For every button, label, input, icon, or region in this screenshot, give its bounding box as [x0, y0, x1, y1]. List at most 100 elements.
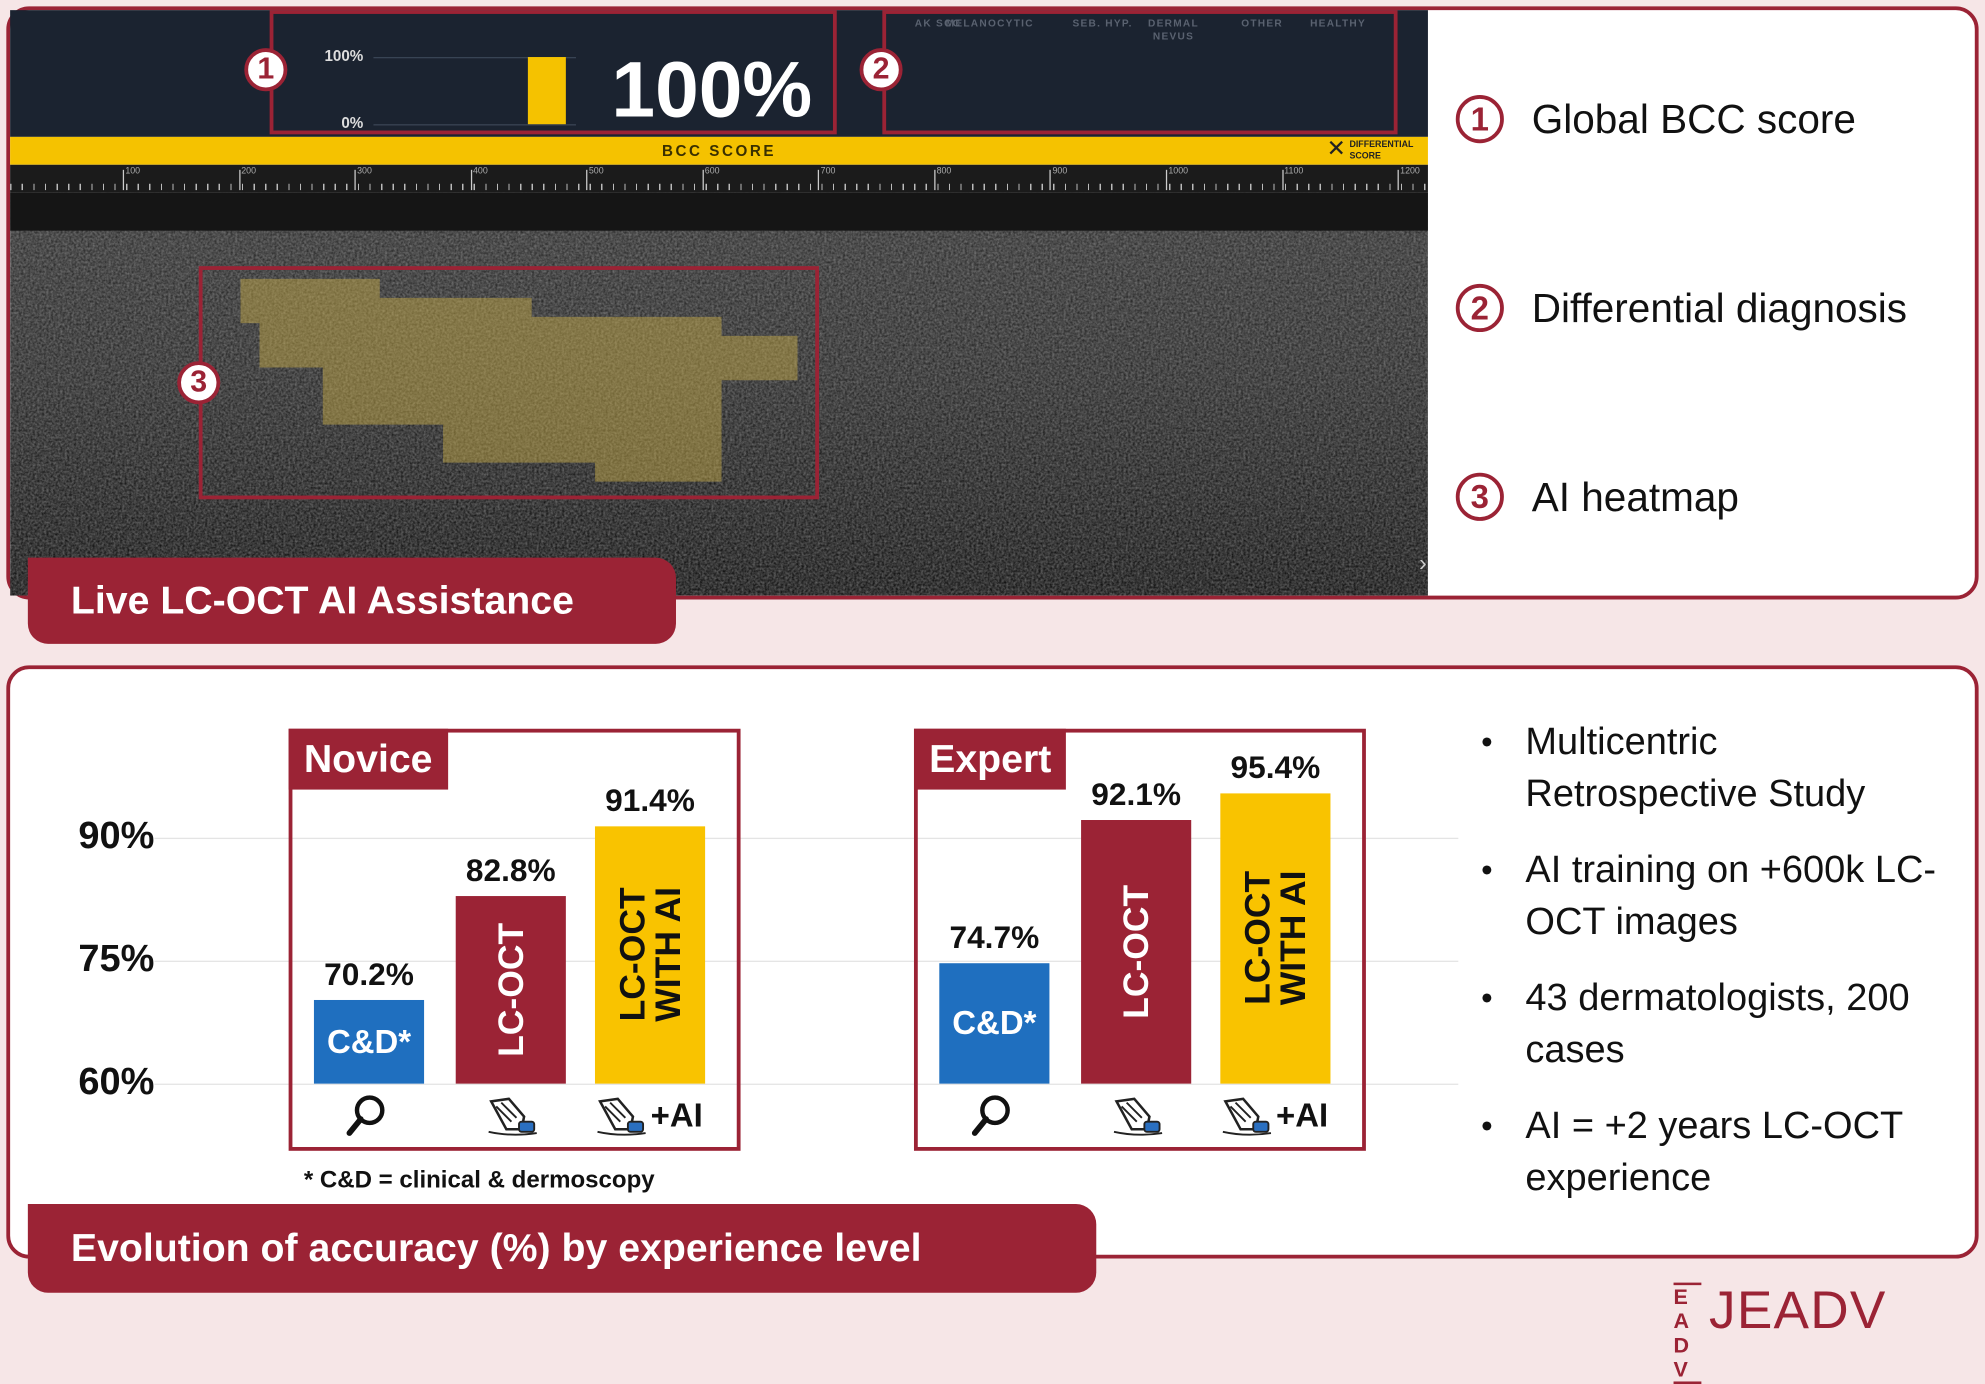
marker: 2: [859, 48, 903, 92]
panel-box: [288, 728, 741, 1151]
grid-line: [154, 960, 1459, 962]
score-value: 100%: [611, 46, 813, 135]
value-label: 82.8%: [465, 853, 556, 889]
category-icon: +AI: [595, 1092, 703, 1138]
legend-marker: 3: [1455, 472, 1504, 521]
bar-label: LC-OCT WITH AI: [612, 887, 687, 1023]
score-bar-label: BCC SCORE: [662, 141, 776, 160]
gauge: 100% 0% 100%: [270, 10, 837, 134]
bar: [313, 999, 425, 1084]
y-tick-label: 75%: [78, 937, 155, 980]
ruler-label: 700: [820, 167, 836, 177]
value-label: 92.1%: [1091, 777, 1182, 813]
ruler-label: 1100: [1284, 167, 1304, 177]
panel-title: Expert: [913, 728, 1067, 790]
marker: 1: [244, 48, 288, 92]
ruler-label: 1200: [1400, 167, 1420, 177]
toggle-label: DIFFERENTIAL SCORE: [1349, 140, 1414, 161]
ruler-label: 100: [125, 167, 141, 177]
next-arrow: ›: [1419, 549, 1427, 575]
ruler-tick: [1397, 169, 1399, 191]
ruler: 100 200 300 400 500 600 700 800 900 1000 1100 1200: [10, 164, 1428, 193]
panel-box: [913, 728, 1366, 1151]
y-tick-label: 90%: [78, 814, 155, 857]
ruler-tick: [122, 169, 125, 191]
ruler-label: 900: [1052, 167, 1068, 177]
panel-title: Novice: [288, 728, 448, 790]
gauge-bar: [527, 57, 566, 125]
class-label: HEALTHY: [1310, 17, 1367, 30]
image-top: [10, 192, 1428, 231]
gauge-tick-label: 100%: [324, 46, 364, 65]
bar-label: C&D*: [952, 1004, 1037, 1043]
ruler-tick: [238, 169, 240, 191]
oct-image: ›: [10, 192, 1428, 596]
ruler-tick: [1281, 169, 1283, 191]
logo-text: JEADV: [1708, 1280, 1887, 1340]
category-icon: [970, 1092, 1016, 1138]
image-texture: [10, 217, 1428, 596]
ruler-label: 800: [936, 167, 952, 177]
bar: [1220, 793, 1331, 1084]
bar: [1081, 820, 1192, 1084]
chart: 60% 75% 90% Novice 70.2% C&D* 82.8% LC-OCT 91.4%…: [78, 728, 1459, 1151]
ruler-tick: [354, 169, 356, 191]
ruler-tick: [586, 169, 588, 191]
bar-label: C&D*: [326, 1022, 412, 1061]
ai-heatmap: [240, 278, 798, 482]
category-icon: +AI: [1220, 1092, 1328, 1138]
bar-label: LC-OCT: [490, 923, 530, 1058]
ruler-tick: [702, 169, 704, 191]
infographic: BCC SCORE ✕ DIFFERENTIAL SCORE 100 200 300…: [0, 0, 1985, 1346]
legend-label: Global BCC score: [1531, 96, 1856, 142]
ruler-tick: [470, 169, 472, 191]
ruler-label: 600: [704, 167, 720, 177]
class-label: MELANOCYTIC: [945, 17, 1034, 30]
ruler-label: 300: [357, 167, 372, 177]
legend-marker: 2: [1455, 283, 1504, 333]
class-label: SEB. HYP.: [1072, 17, 1133, 30]
gauge-grid-line: [373, 124, 576, 126]
class-label: AK SCC: [914, 17, 962, 30]
bar: [594, 825, 706, 1084]
legend-label: AI heatmap: [1531, 474, 1739, 520]
bar-label: LC-OCT WITH AI: [1237, 871, 1313, 1006]
footnote: * C&D = clinical & dermoscopy: [303, 1167, 655, 1194]
bullet: Multicentric Retrospective Study: [1481, 716, 1943, 820]
value-label: 91.4%: [605, 782, 695, 819]
category-icon: [1111, 1092, 1164, 1138]
close-icon: ✕: [1326, 135, 1346, 161]
bullet: 43 dermatologists, 200 cases: [1481, 972, 1943, 1076]
ai-icon-text: +AI: [1276, 1095, 1329, 1134]
value-label: 95.4%: [1230, 750, 1321, 786]
gauge-tick-label: 0%: [341, 114, 364, 132]
class-label: DERMAL NEVUS: [1148, 17, 1199, 42]
class-labels: AK SCC MELANOCYTIC SEB. HYP. DERMAL NEVUS OT…: [882, 10, 1397, 61]
logo-mark: EADV: [1673, 1282, 1702, 1384]
bar: [939, 962, 1050, 1084]
ruler-label: 400: [472, 167, 488, 177]
ai-icon-text: +AI: [650, 1095, 703, 1134]
bar: [455, 896, 566, 1084]
class-label: OTHER: [1241, 17, 1283, 30]
gauge-grid-line: [373, 57, 576, 59]
value-label: 70.2%: [324, 956, 414, 993]
chart-title: Evolution of accuracy (%) by experience …: [27, 1204, 1097, 1293]
marker: 3: [177, 361, 221, 405]
bullet: AI training on +600k LC-OCT images: [1481, 844, 1943, 948]
legend-marker: 1: [1455, 95, 1504, 144]
ruler-tick: [934, 169, 936, 191]
y-tick-label: 60%: [78, 1060, 155, 1103]
score-bar: BCC SCORE ✕ DIFFERENTIAL SCORE: [10, 135, 1428, 165]
ruler-label: 200: [241, 167, 257, 177]
bar-label: LC-OCT: [1115, 884, 1156, 1019]
grid-line: [154, 1083, 1459, 1085]
ruler-tick: [818, 169, 820, 191]
ruler-label: 500: [588, 167, 604, 177]
panel-title: Live LC-OCT AI Assistance: [27, 557, 676, 644]
value-label: 74.7%: [949, 919, 1040, 956]
ruler-tick: [1049, 169, 1052, 191]
page: BCC SCORE ✕ DIFFERENTIAL SCORE 100 200 300…: [0, 0, 1985, 1346]
grid-line: [154, 837, 1459, 839]
legend-label: Differential diagnosis: [1531, 285, 1908, 331]
